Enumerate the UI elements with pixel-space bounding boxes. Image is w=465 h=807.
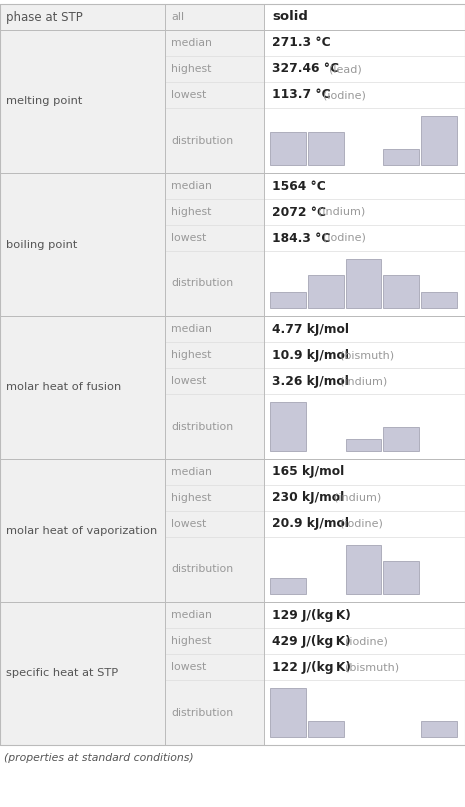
Text: lowest: lowest [171, 233, 206, 243]
Text: 184.3 °C: 184.3 °C [272, 232, 330, 245]
Bar [165, 173, 264, 316]
Bar [165, 4, 264, 30]
Bar [0, 602, 165, 745]
Text: 429 J/(kg K): 429 J/(kg K) [272, 634, 351, 647]
Text: distribution: distribution [171, 136, 233, 145]
Text: 165 kJ/mol: 165 kJ/mol [272, 466, 344, 479]
Bar [0, 459, 165, 602]
Text: 327.46 °C: 327.46 °C [272, 62, 339, 76]
Text: 113.7 °C: 113.7 °C [272, 89, 331, 102]
Text: 1564 °C: 1564 °C [272, 179, 326, 193]
Text: lowest: lowest [171, 662, 206, 672]
Text: highest: highest [171, 64, 212, 74]
Text: 271.3 °C: 271.3 °C [272, 36, 331, 49]
Bar [264, 4, 465, 30]
Text: 129 J/(kg K): 129 J/(kg K) [272, 608, 351, 621]
Bar [308, 275, 344, 308]
Bar [270, 291, 306, 308]
Text: all: all [171, 12, 184, 22]
Text: (iodine): (iodine) [338, 636, 388, 646]
Text: melting point: melting point [6, 97, 82, 107]
Bar [384, 275, 419, 308]
Text: (indium): (indium) [327, 493, 381, 503]
Bar [264, 602, 465, 745]
Text: distribution: distribution [171, 708, 233, 717]
Text: (properties at standard conditions): (properties at standard conditions) [4, 753, 193, 763]
Bar [308, 132, 344, 165]
Text: median: median [171, 181, 212, 191]
Text: lowest: lowest [171, 376, 206, 386]
Text: 20.9 kJ/mol: 20.9 kJ/mol [272, 517, 349, 530]
Text: (bismuth): (bismuth) [338, 662, 399, 672]
Bar [264, 173, 465, 316]
Text: molar heat of vaporization: molar heat of vaporization [6, 525, 157, 536]
Text: 122 J/(kg K): 122 J/(kg K) [272, 660, 351, 674]
Text: median: median [171, 324, 212, 334]
Bar [270, 132, 306, 165]
Text: (iodine): (iodine) [316, 233, 366, 243]
Bar [264, 30, 465, 173]
Text: distribution: distribution [171, 421, 233, 432]
Bar [345, 259, 381, 308]
Text: 230 kJ/mol: 230 kJ/mol [272, 491, 344, 504]
Text: median: median [171, 467, 212, 477]
Bar [165, 459, 264, 602]
Text: 2072 °C: 2072 °C [272, 206, 326, 219]
Bar [345, 439, 381, 451]
Bar [421, 721, 457, 737]
Text: lowest: lowest [171, 519, 206, 529]
Text: highest: highest [171, 207, 212, 217]
Text: 10.9 kJ/mol: 10.9 kJ/mol [272, 349, 349, 362]
Text: distribution: distribution [171, 565, 233, 575]
Bar [165, 30, 264, 173]
Bar [0, 30, 165, 173]
Bar [384, 562, 419, 594]
Text: solid: solid [272, 10, 308, 23]
Bar [421, 291, 457, 308]
Text: distribution: distribution [171, 278, 233, 288]
Text: median: median [171, 610, 212, 620]
Text: (iodine): (iodine) [316, 90, 366, 100]
Bar [264, 459, 465, 602]
Text: median: median [171, 38, 212, 48]
Bar [384, 427, 419, 451]
Bar [384, 148, 419, 165]
Text: highest: highest [171, 493, 212, 503]
Bar [308, 721, 344, 737]
Text: (bismuth): (bismuth) [332, 350, 394, 360]
Bar [270, 402, 306, 451]
Bar [0, 173, 165, 316]
Text: specific heat at STP: specific heat at STP [6, 668, 118, 679]
Bar [270, 688, 306, 737]
Text: molar heat of fusion: molar heat of fusion [6, 383, 121, 392]
Bar [165, 602, 264, 745]
Text: (indium): (indium) [311, 207, 365, 217]
Text: lowest: lowest [171, 90, 206, 100]
Text: (iodine): (iodine) [332, 519, 382, 529]
Bar [0, 4, 165, 30]
Text: phase at STP: phase at STP [6, 10, 83, 23]
Text: boiling point: boiling point [6, 240, 77, 249]
Text: 3.26 kJ/mol: 3.26 kJ/mol [272, 374, 349, 387]
Bar [165, 316, 264, 459]
Text: (lead): (lead) [321, 64, 361, 74]
Text: 4.77 kJ/mol: 4.77 kJ/mol [272, 323, 349, 336]
Bar [421, 116, 457, 165]
Text: highest: highest [171, 636, 212, 646]
Bar [345, 545, 381, 594]
Text: (indium): (indium) [332, 376, 387, 386]
Bar [264, 316, 465, 459]
Bar [270, 578, 306, 594]
Text: highest: highest [171, 350, 212, 360]
Bar [0, 316, 165, 459]
